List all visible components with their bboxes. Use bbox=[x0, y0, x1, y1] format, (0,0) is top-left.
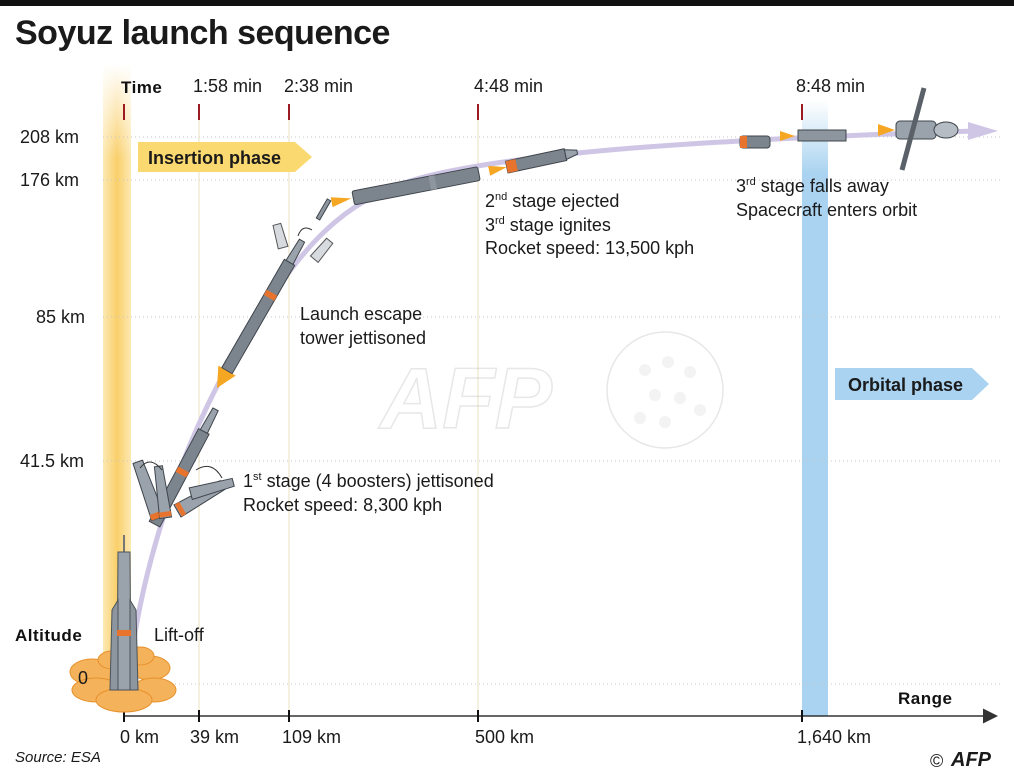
launch-smoke bbox=[69, 646, 177, 713]
stage2-annotation-line2: 3rd stage ignites bbox=[485, 215, 611, 235]
altitude-gridlines bbox=[103, 136, 1000, 685]
rocket-on-launchpad bbox=[109, 535, 139, 691]
time-tick-label: 2:38 min bbox=[284, 76, 353, 96]
stage3-annotation-line1: 3rd stage falls away bbox=[736, 176, 889, 196]
insertion-phase-badge: Insertion phase bbox=[138, 142, 312, 172]
altitude-tick-label: 176 km bbox=[20, 170, 79, 190]
time-tick-label: 8:48 min bbox=[796, 76, 865, 96]
range-tick-label: 1,640 km bbox=[797, 727, 871, 747]
time-tick-label: 4:48 min bbox=[474, 76, 543, 96]
afp-watermark: AFP bbox=[377, 331, 724, 449]
svg-text:AFP: AFP bbox=[378, 351, 553, 447]
escape-tower-jettison bbox=[272, 198, 334, 264]
rocket-stage3-ignite bbox=[488, 148, 579, 176]
stage2-annotation-line1: 2nd stage ejected bbox=[485, 191, 619, 211]
rocket-stage2 bbox=[330, 166, 481, 208]
page-title: Soyuz launch sequence bbox=[15, 14, 390, 52]
altitude-tick-label: 85 km bbox=[36, 307, 85, 327]
liftoff-label: Lift-off bbox=[154, 625, 205, 645]
copyright-symbol: © bbox=[930, 751, 944, 771]
altitude-tick-label: 41.5 km bbox=[20, 451, 84, 471]
range-tick-label: 500 km bbox=[475, 727, 534, 747]
svg-text:Orbital phase: Orbital phase bbox=[848, 375, 963, 395]
stage3-annotation-line2: Spacecraft enters orbit bbox=[736, 200, 917, 220]
stage1-annotation-line2: Rocket speed: 8,300 kph bbox=[243, 495, 442, 515]
range-axis-title: Range bbox=[898, 689, 952, 708]
altitude-tick-label: 0 bbox=[78, 668, 88, 688]
rocket-mid-ascent bbox=[217, 238, 306, 388]
escape-annotation-line1: Launch escape bbox=[300, 304, 422, 324]
time-axis-title: Time bbox=[121, 78, 162, 97]
soyuz-spacecraft bbox=[878, 87, 959, 171]
top-rule bbox=[0, 0, 1014, 6]
escape-annotation-line2: tower jettisoned bbox=[300, 328, 426, 348]
rocket-stage1-separation bbox=[132, 407, 235, 528]
range-tick-label: 39 km bbox=[190, 727, 239, 747]
svg-text:Insertion phase: Insertion phase bbox=[148, 148, 281, 168]
stage2-annotation-line3: Rocket speed: 13,500 kph bbox=[485, 238, 694, 258]
afp-logo: AFP bbox=[951, 749, 991, 771]
trajectory-arrowhead bbox=[968, 122, 998, 140]
stage1-annotation-line1: 1st stage (4 boosters) jettisoned bbox=[243, 471, 494, 491]
source-credit: Source: ESA bbox=[15, 749, 101, 766]
time-tick-label: 1:58 min bbox=[193, 76, 262, 96]
range-tick-label: 0 km bbox=[120, 727, 159, 747]
altitude-axis-title: Altitude bbox=[15, 626, 82, 645]
orbital-phase-badge: Orbital phase bbox=[835, 368, 989, 400]
range-tick-label: 109 km bbox=[282, 727, 341, 747]
time-tick-marks bbox=[123, 104, 803, 120]
altitude-tick-label: 208 km bbox=[20, 127, 79, 147]
rocket-stage3-fallaway bbox=[739, 129, 847, 149]
orbital-phase-band bbox=[802, 100, 828, 716]
